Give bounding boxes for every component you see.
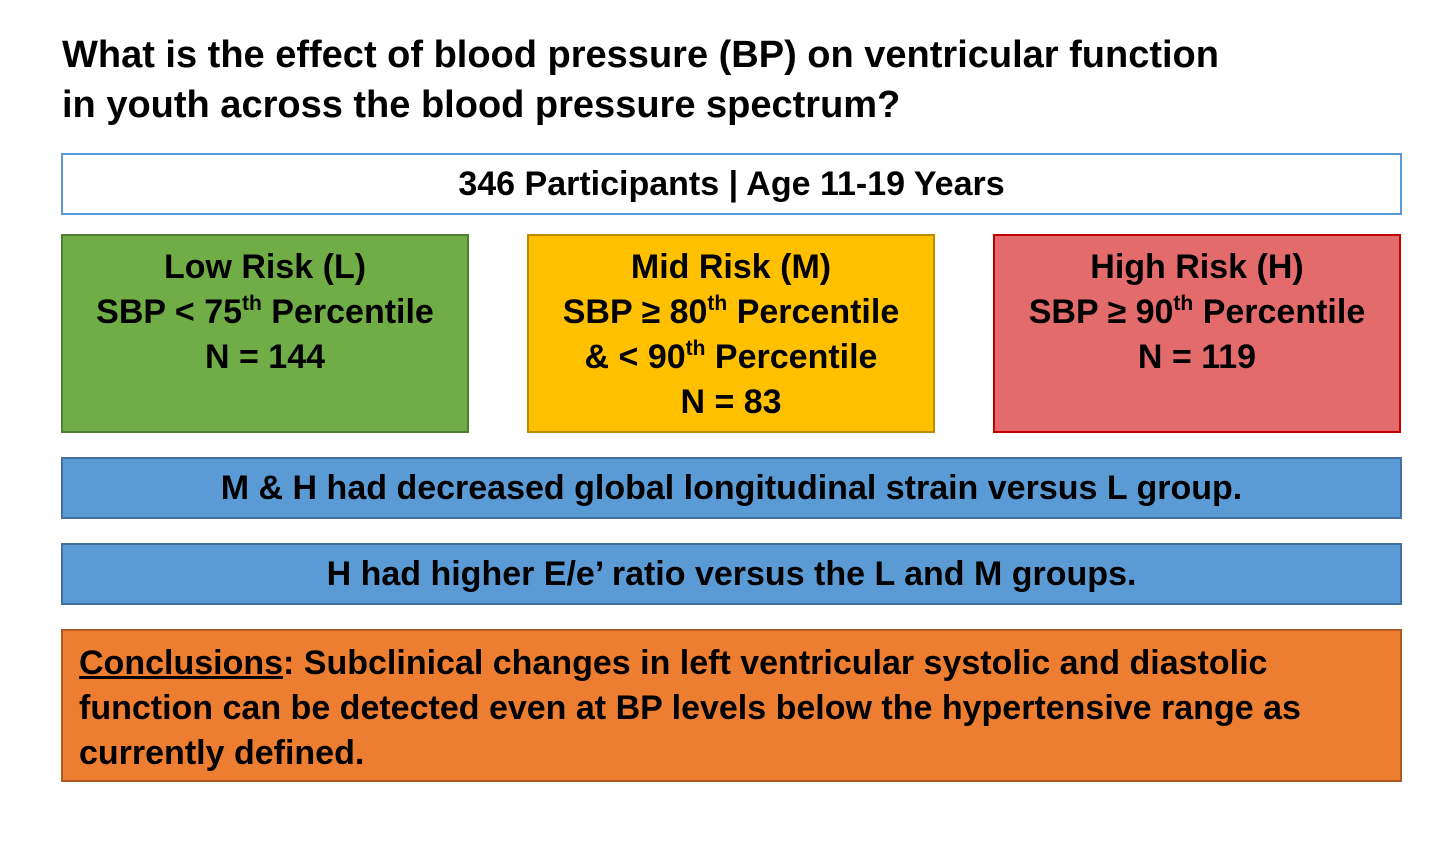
- low-risk-name: Low Risk (L): [163, 248, 367, 286]
- title-line-2: in youth across the blood pressure spect…: [62, 84, 901, 126]
- conclusions-heading: Conclusions: [79, 644, 284, 682]
- mid-risk-box: Mid Risk (M) SBP ≥ 80th Percentile & < 9…: [527, 234, 935, 433]
- mid-risk-criterion-upper: & < 90th Percentile: [584, 337, 878, 376]
- title-line-1: What is the effect of blood pressure (BP…: [62, 34, 1219, 76]
- finding-strain-text: M & H had decreased global longitudinal …: [220, 468, 1243, 507]
- low-risk-count: N = 144: [204, 338, 326, 376]
- participants-label: 346 Participants | Age 11-19 Years: [458, 164, 1005, 203]
- finding-ratio-text: H had higher E/e’ ratio versus the L and…: [326, 554, 1137, 593]
- high-risk-count: N = 119: [1137, 338, 1257, 376]
- mid-risk-name: Mid Risk (M): [630, 248, 832, 286]
- low-risk-criterion: SBP < 75th Percentile: [96, 292, 434, 331]
- high-risk-box: High Risk (H) SBP ≥ 90th Percentile N = …: [993, 234, 1401, 433]
- mid-risk-criterion-lower: SBP ≥ 80th Percentile: [562, 292, 900, 331]
- high-risk-criterion: SBP ≥ 90th Percentile: [1028, 292, 1366, 331]
- finding-strain-box: M & H had decreased global longitudinal …: [61, 457, 1402, 519]
- finding-ratio-box: H had higher E/e’ ratio versus the L and…: [61, 543, 1402, 605]
- participants-box: 346 Participants | Age 11-19 Years: [61, 153, 1402, 215]
- low-risk-box: Low Risk (L) SBP < 75th Percentile N = 1…: [61, 234, 469, 433]
- conclusions-box: Conclusions: Subclinical changes in left…: [61, 629, 1402, 782]
- mid-risk-count: N = 83: [680, 383, 782, 421]
- conclusions-body: : Subclinical changes in left ventricula…: [79, 644, 1301, 772]
- high-risk-name: High Risk (H): [1090, 248, 1304, 286]
- page-title: What is the effect of blood pressure (BP…: [62, 30, 1402, 130]
